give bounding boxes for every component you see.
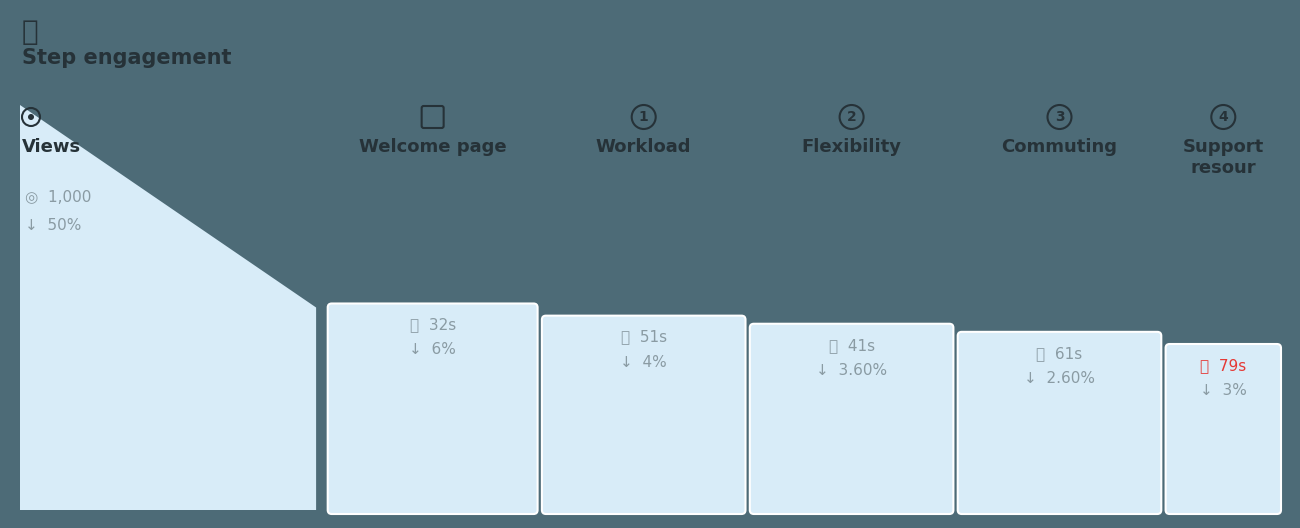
Text: ↓  3.60%: ↓ 3.60% (816, 363, 887, 378)
Text: ⏱  51s: ⏱ 51s (620, 329, 667, 345)
Text: 2: 2 (846, 110, 857, 124)
Text: ⏱  61s: ⏱ 61s (1036, 346, 1083, 361)
Text: ⏱  41s: ⏱ 41s (828, 338, 875, 353)
FancyBboxPatch shape (328, 304, 538, 514)
Text: Workload: Workload (595, 138, 692, 156)
Text: ⏱  79s: ⏱ 79s (1200, 358, 1247, 373)
Text: ⧉: ⧉ (22, 18, 39, 46)
Text: ◎  1,000: ◎ 1,000 (25, 190, 91, 205)
Text: 3: 3 (1054, 110, 1065, 124)
Text: Views: Views (22, 138, 81, 156)
Text: Step engagement: Step engagement (22, 48, 231, 68)
Circle shape (29, 114, 34, 120)
Text: Flexibility: Flexibility (802, 138, 902, 156)
Text: 4: 4 (1218, 110, 1228, 124)
Text: ↓  4%: ↓ 4% (620, 355, 667, 370)
Text: ↓  3%: ↓ 3% (1200, 383, 1247, 398)
Text: ↓  50%: ↓ 50% (25, 218, 82, 233)
Text: ↓  6%: ↓ 6% (410, 343, 456, 357)
FancyBboxPatch shape (958, 332, 1161, 514)
FancyBboxPatch shape (542, 316, 745, 514)
Text: Support
resour: Support resour (1183, 138, 1264, 177)
Text: ⏱  32s: ⏱ 32s (410, 317, 456, 333)
Text: ↓  2.60%: ↓ 2.60% (1024, 371, 1095, 386)
Polygon shape (20, 105, 316, 510)
Text: Commuting: Commuting (1001, 138, 1118, 156)
FancyBboxPatch shape (750, 324, 953, 514)
Text: 1: 1 (638, 110, 649, 124)
Text: Welcome page: Welcome page (359, 138, 507, 156)
FancyBboxPatch shape (1166, 344, 1280, 514)
